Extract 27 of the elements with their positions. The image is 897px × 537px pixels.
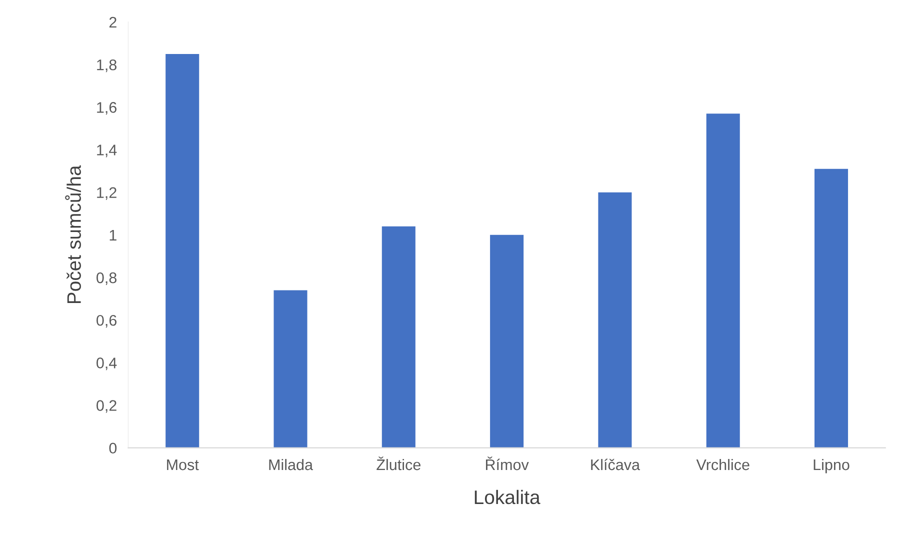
- y-tick-label: 0,2: [96, 400, 116, 413]
- y-axis-title: Počet sumců/ha: [65, 165, 81, 304]
- y-tick-label: 1,4: [97, 144, 117, 158]
- y-tick-label: 1,2: [97, 187, 116, 200]
- y-tick-label: 0: [109, 442, 117, 454]
- x-axis-title: Lokalita: [474, 490, 540, 504]
- x-tick-label: Lipno: [814, 458, 850, 474]
- bar: [166, 54, 200, 448]
- y-tick-label: 2: [109, 16, 116, 28]
- bar: [490, 234, 524, 448]
- y-tick-label: 1: [110, 230, 116, 240]
- bar: [706, 114, 740, 448]
- x-tick-label: Klíčava: [591, 458, 640, 470]
- bar: [274, 290, 308, 448]
- x-tick-label: Žlutice: [376, 456, 420, 470]
- bar: [382, 226, 416, 448]
- y-tick-label: 0,8: [96, 272, 116, 286]
- bar: [814, 168, 848, 448]
- x-tick-label: Vrchlice: [696, 458, 750, 470]
- y-tick-label: 0,4: [96, 358, 117, 370]
- bar: [598, 192, 632, 448]
- x-tick-label: Most: [167, 460, 199, 470]
- x-tick-label: Římov: [486, 456, 529, 470]
- y-tick-label: 1,8: [97, 59, 116, 72]
- y-tick-label: 0,6: [96, 314, 116, 328]
- x-tick-label: Milada: [269, 458, 314, 470]
- y-tick-label: 1,6: [97, 102, 116, 115]
